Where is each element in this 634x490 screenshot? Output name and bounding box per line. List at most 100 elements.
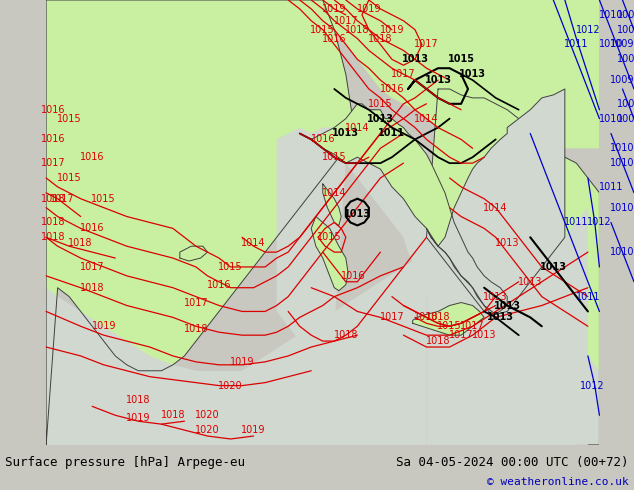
Text: 1018: 1018 (368, 33, 392, 44)
Text: 1018: 1018 (41, 232, 65, 242)
Text: 1019: 1019 (230, 357, 254, 367)
Text: 1017: 1017 (414, 40, 439, 49)
Text: 1013: 1013 (401, 54, 429, 64)
Text: 1017: 1017 (41, 158, 65, 168)
Text: 1016: 1016 (380, 84, 404, 94)
Text: 1013: 1013 (540, 262, 567, 272)
Polygon shape (413, 302, 484, 335)
Text: 1013: 1013 (472, 330, 496, 340)
Text: 1013: 1013 (367, 114, 394, 123)
Text: 1015: 1015 (57, 173, 82, 183)
Text: 1010: 1010 (610, 143, 634, 153)
Text: 1015: 1015 (311, 24, 335, 35)
Text: 1019: 1019 (380, 24, 404, 35)
Text: 1013: 1013 (459, 69, 486, 79)
Text: 1014: 1014 (483, 203, 508, 213)
Text: 1013: 1013 (344, 209, 371, 219)
Text: 1013: 1013 (494, 300, 521, 311)
Text: 1009: 1009 (610, 40, 634, 49)
Text: 1016: 1016 (41, 134, 65, 145)
Text: 1013: 1013 (332, 128, 359, 139)
Text: 1017: 1017 (460, 321, 485, 331)
Text: 1017: 1017 (380, 313, 404, 322)
Text: 1019: 1019 (322, 4, 347, 14)
Polygon shape (311, 217, 348, 291)
Text: 1017: 1017 (184, 297, 209, 308)
Text: 1016: 1016 (80, 152, 105, 162)
Text: 1019: 1019 (242, 425, 266, 435)
Text: 1018: 1018 (160, 410, 185, 420)
Text: 1010: 1010 (610, 158, 634, 168)
Text: 1015: 1015 (57, 114, 82, 123)
Text: 1016: 1016 (41, 105, 65, 115)
Text: 1015: 1015 (318, 232, 342, 242)
Text: 1015: 1015 (368, 99, 392, 109)
Text: 1011: 1011 (598, 182, 623, 192)
Text: 1011: 1011 (564, 40, 588, 49)
Text: 1014: 1014 (414, 114, 439, 123)
Polygon shape (427, 89, 599, 445)
Polygon shape (219, 249, 226, 258)
Text: 1018: 1018 (414, 313, 439, 322)
Text: 1018: 1018 (41, 218, 65, 227)
Polygon shape (427, 89, 565, 315)
Text: 1017: 1017 (449, 330, 474, 340)
Polygon shape (0, 0, 46, 445)
Text: 1014: 1014 (345, 122, 370, 132)
Text: 1010: 1010 (598, 114, 623, 123)
Text: 1017: 1017 (333, 16, 358, 26)
Text: 1013: 1013 (487, 313, 514, 322)
Text: 1018: 1018 (333, 330, 358, 340)
Polygon shape (300, 104, 507, 315)
Text: 1018: 1018 (426, 336, 450, 346)
Text: 1008: 1008 (617, 54, 634, 64)
Polygon shape (300, 127, 427, 228)
Text: Sa 04-05-2024 00:00 UTC (00+72): Sa 04-05-2024 00:00 UTC (00+72) (396, 456, 629, 468)
Text: 1013: 1013 (495, 238, 519, 248)
Text: 1019: 1019 (126, 413, 151, 423)
Text: 1015: 1015 (437, 321, 462, 331)
Text: 1010: 1010 (598, 10, 623, 20)
Polygon shape (427, 252, 599, 445)
Text: 1018: 1018 (345, 24, 370, 35)
Text: 1010: 1010 (610, 203, 634, 213)
Text: 1020: 1020 (195, 425, 220, 435)
Text: 1016: 1016 (311, 134, 335, 145)
Text: 1020: 1020 (195, 410, 220, 420)
Polygon shape (46, 252, 427, 445)
Text: 1011: 1011 (378, 128, 405, 139)
Polygon shape (484, 208, 588, 445)
Text: 1013: 1013 (425, 75, 451, 85)
Text: 1020: 1020 (218, 381, 243, 391)
Text: 1015: 1015 (448, 54, 475, 64)
Text: 1012: 1012 (580, 381, 605, 391)
Text: 1017: 1017 (391, 69, 416, 79)
Text: 1012: 1012 (576, 24, 600, 35)
Text: 1015: 1015 (91, 194, 116, 204)
Text: 1018: 1018 (68, 238, 93, 248)
Polygon shape (276, 127, 461, 341)
Text: 1018: 1018 (426, 313, 450, 322)
Text: 1012: 1012 (587, 218, 612, 227)
Text: 1014: 1014 (242, 238, 266, 248)
Text: 1018: 1018 (80, 283, 105, 293)
Text: 1013: 1013 (518, 277, 543, 287)
Text: 1018: 1018 (184, 324, 208, 334)
Polygon shape (323, 184, 341, 225)
Text: 1015: 1015 (322, 152, 347, 162)
Text: 1009: 1009 (617, 99, 634, 109)
Text: 1008: 1008 (617, 114, 634, 123)
Text: 1009: 1009 (617, 10, 634, 20)
Text: © weatheronline.co.uk: © weatheronline.co.uk (487, 477, 629, 487)
Text: 1014: 1014 (322, 188, 347, 198)
Text: 1013: 1013 (483, 292, 508, 302)
Text: 1017: 1017 (80, 262, 105, 272)
Text: 1011: 1011 (576, 292, 600, 302)
Polygon shape (180, 246, 207, 261)
Text: Surface pressure [hPa] Arpege-eu: Surface pressure [hPa] Arpege-eu (5, 456, 245, 468)
Text: 1015: 1015 (218, 262, 243, 272)
Text: 1010: 1010 (598, 40, 623, 49)
Polygon shape (46, 0, 353, 445)
Polygon shape (265, 0, 599, 148)
Text: 1018: 1018 (126, 395, 151, 405)
